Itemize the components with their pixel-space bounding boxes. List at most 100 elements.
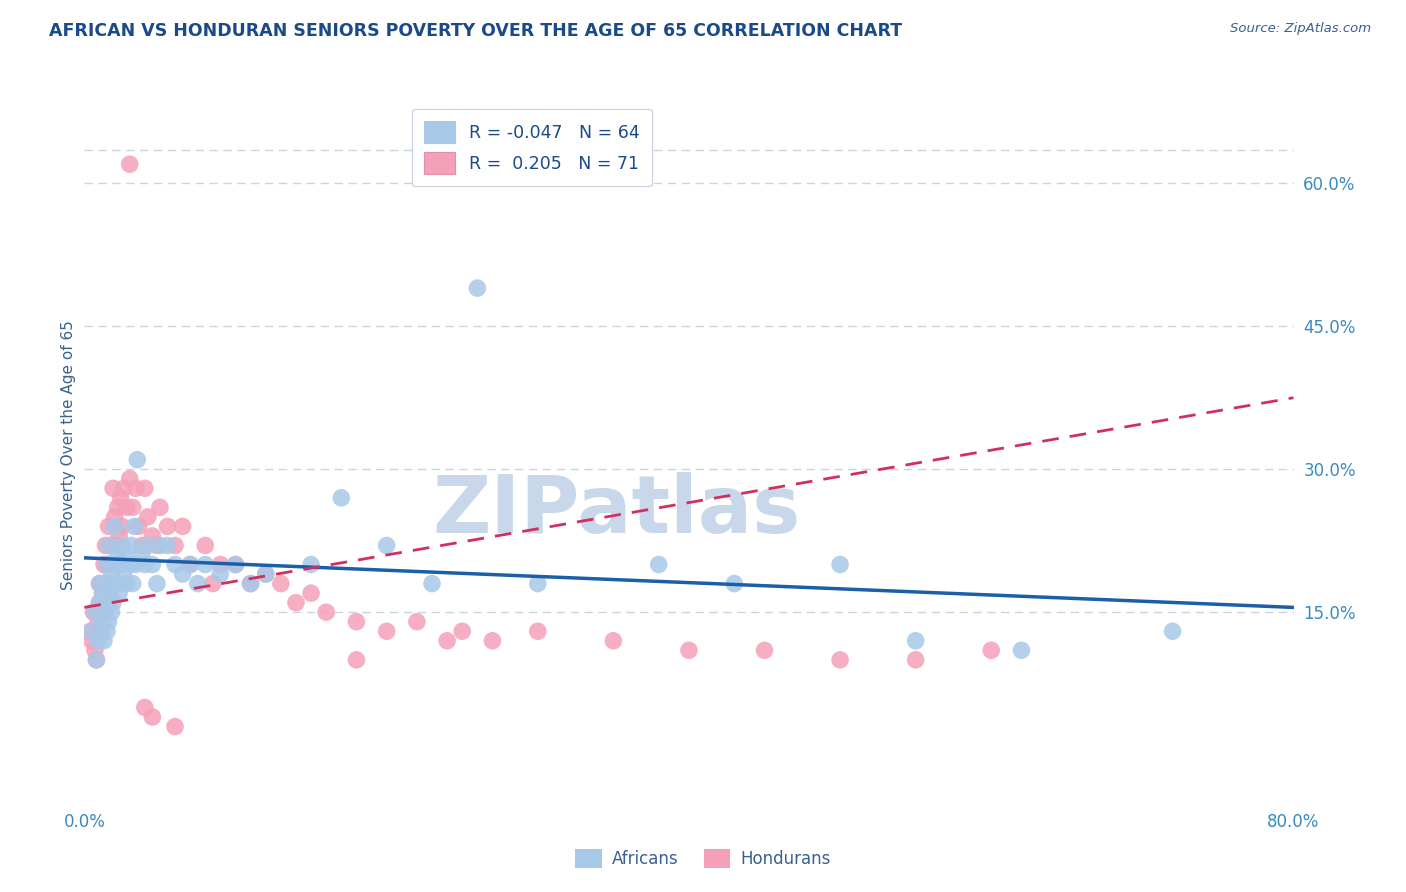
Point <box>96 596 118 610</box>
Point <box>104 509 127 524</box>
Point <box>96 624 118 639</box>
Point <box>330 491 353 505</box>
Point <box>187 576 209 591</box>
Point <box>108 529 131 543</box>
Point <box>131 539 153 553</box>
Point <box>375 624 398 639</box>
Point <box>194 539 217 553</box>
Point <box>156 539 179 553</box>
Point <box>127 452 149 467</box>
Point <box>904 653 927 667</box>
Point <box>79 624 101 639</box>
Point <box>1011 643 1033 657</box>
Point <box>111 519 134 533</box>
Point <box>93 605 115 619</box>
Point <box>141 558 163 572</box>
Point <box>172 567 194 582</box>
Point <box>254 567 277 582</box>
Point <box>165 539 187 553</box>
Point <box>100 539 122 553</box>
Point <box>97 539 120 553</box>
Point <box>101 596 124 610</box>
Point <box>91 586 114 600</box>
Point <box>108 586 131 600</box>
Point <box>104 558 127 572</box>
Point <box>527 576 550 591</box>
Point <box>270 576 292 591</box>
Point <box>239 576 262 591</box>
Point <box>436 633 458 648</box>
Point <box>194 558 217 572</box>
Point <box>648 558 671 572</box>
Point <box>115 576 138 591</box>
Point <box>225 558 247 572</box>
Point <box>107 548 129 562</box>
Point <box>112 481 135 495</box>
Point <box>98 586 121 600</box>
Point <box>134 481 156 495</box>
Point <box>420 576 443 591</box>
Y-axis label: Seniors Poverty Over the Age of 65: Seniors Poverty Over the Age of 65 <box>60 320 76 590</box>
Point <box>121 500 143 515</box>
Point <box>239 576 262 591</box>
Point <box>136 509 159 524</box>
Point <box>209 567 232 582</box>
Point <box>172 519 194 533</box>
Point <box>86 653 108 667</box>
Point <box>156 519 179 533</box>
Point <box>87 615 110 629</box>
Point <box>93 605 115 619</box>
Point <box>128 519 150 533</box>
Point <box>118 157 141 171</box>
Point <box>149 539 172 553</box>
Point <box>104 519 127 533</box>
Point <box>481 633 503 648</box>
Point <box>254 567 277 582</box>
Point <box>114 548 136 562</box>
Point <box>980 643 1002 657</box>
Point <box>107 500 129 515</box>
Point <box>80 633 103 648</box>
Point <box>118 472 141 486</box>
Text: ZIPatlas: ZIPatlas <box>432 472 800 549</box>
Point <box>94 539 117 553</box>
Point <box>131 548 153 562</box>
Point <box>754 643 776 657</box>
Point <box>105 576 128 591</box>
Legend: R = -0.047   N = 64, R =  0.205   N = 71: R = -0.047 N = 64, R = 0.205 N = 71 <box>412 109 652 186</box>
Point <box>346 615 368 629</box>
Point <box>165 720 187 734</box>
Point <box>120 539 142 553</box>
Point <box>723 576 745 591</box>
Point <box>904 633 927 648</box>
Point <box>285 596 308 610</box>
Point <box>146 539 169 553</box>
Text: Source: ZipAtlas.com: Source: ZipAtlas.com <box>1230 22 1371 36</box>
Point <box>299 586 322 600</box>
Point <box>830 558 852 572</box>
Point <box>149 500 172 515</box>
Point <box>209 558 232 572</box>
Point <box>91 586 114 600</box>
Point <box>93 633 115 648</box>
Point <box>97 519 120 533</box>
Point <box>93 558 115 572</box>
Point <box>830 653 852 667</box>
Point <box>89 596 111 610</box>
Point <box>299 558 322 572</box>
Point <box>101 481 124 495</box>
Point <box>122 519 145 533</box>
Point <box>90 624 112 639</box>
Point <box>89 576 111 591</box>
Point <box>100 605 122 619</box>
Point <box>110 558 132 572</box>
Point <box>97 615 120 629</box>
Point <box>134 700 156 714</box>
Text: AFRICAN VS HONDURAN SENIORS POVERTY OVER THE AGE OF 65 CORRELATION CHART: AFRICAN VS HONDURAN SENIORS POVERTY OVER… <box>49 22 903 40</box>
Point <box>346 653 368 667</box>
Point <box>82 605 104 619</box>
Point <box>89 576 111 591</box>
Point <box>179 558 201 572</box>
Point <box>201 576 224 591</box>
Point <box>98 576 121 591</box>
